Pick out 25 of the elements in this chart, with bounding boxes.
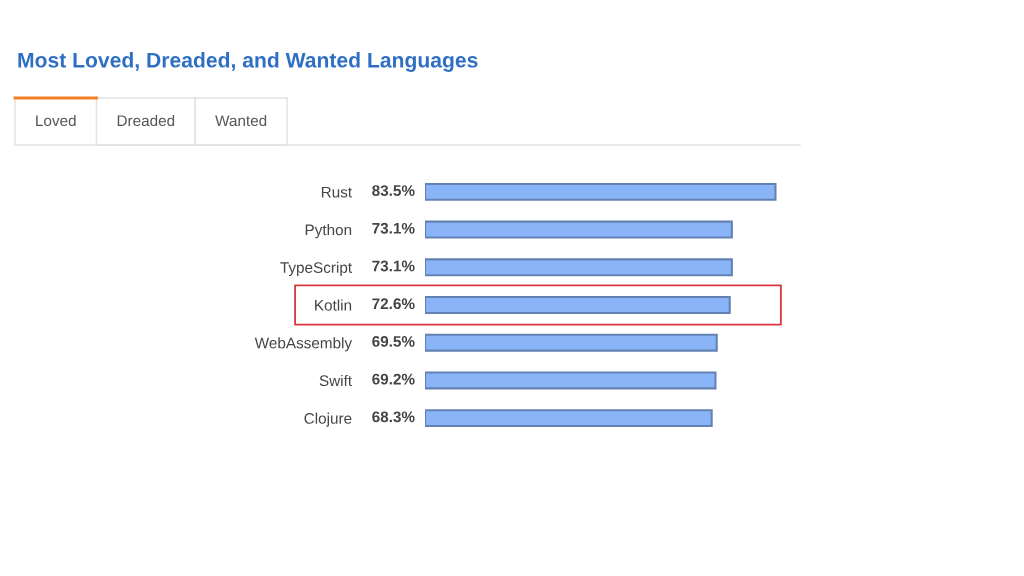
data-label: 69.5% [372,336,415,347]
y-tick-label: WebAssembly [254,337,353,352]
data-label: 73.1% [372,260,415,272]
data-label: 73.1% [372,222,415,234]
bar [425,182,777,201]
text: Most Loved, Dreaded, and Wanted Languages [18,52,478,72]
y-tick-label: Clojure [304,412,352,427]
text: Dreaded [117,114,175,127]
bar [425,258,733,277]
text: Wanted [215,114,267,127]
data-label: 69.2% [372,373,415,385]
y-tick-label: TypeScript [280,261,352,276]
y-tick-label: Kotlin [315,299,352,311]
bar [425,296,731,314]
bar [425,333,718,352]
data-label: 68.3% [372,411,415,423]
data-label: 83.5% [372,185,415,196]
y-tick-label: Swift [319,374,352,387]
data-label: 72.6% [372,298,415,310]
y-tick-label: Rust [321,186,352,198]
bar [425,409,713,428]
bar [425,371,717,390]
y-tick-label: Python [305,224,352,239]
bar [425,220,733,239]
text: Loved [36,114,76,127]
